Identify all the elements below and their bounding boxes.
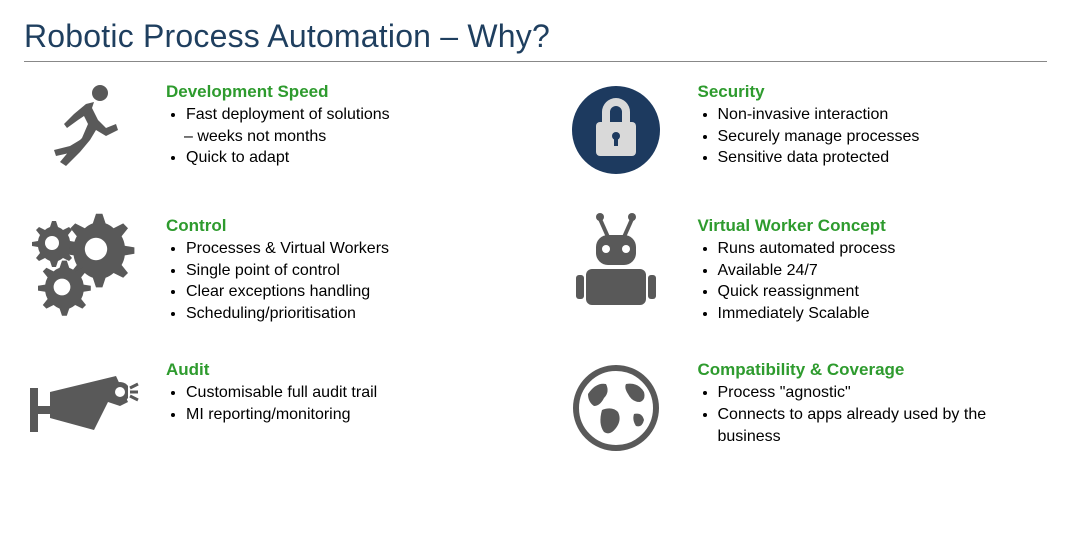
bullet: Sensitive data protected — [718, 147, 920, 169]
globe-icon — [556, 358, 676, 458]
bullets-control: Processes & Virtual Workers Single point… — [166, 238, 389, 324]
bullet: Quick to adapt — [186, 147, 390, 169]
cctv-camera-icon — [24, 358, 144, 458]
bullet: Scheduling/prioritisation — [186, 303, 389, 325]
padlock-icon — [556, 80, 676, 180]
bullet: MI reporting/monitoring — [186, 404, 377, 426]
bullet: Clear exceptions handling — [186, 281, 389, 303]
item-control: Control Processes & Virtual Workers Sing… — [24, 214, 516, 324]
benefits-grid: Development Speed Fast deployment of sol… — [24, 80, 1047, 458]
item-compatibility: Compatibility & Coverage Process "agnost… — [556, 358, 1048, 458]
page-title: Robotic Process Automation – Why? — [24, 18, 1047, 55]
text-development-speed: Development Speed Fast deployment of sol… — [166, 80, 390, 169]
bullet: Quick reassignment — [718, 281, 896, 303]
bullet: Immediately Scalable — [718, 303, 896, 325]
bullet-sub: – weeks not months — [184, 126, 390, 148]
bullet: Non-invasive interaction — [718, 104, 920, 126]
running-person-icon — [24, 80, 144, 180]
bullet: Process "agnostic" — [718, 382, 1048, 404]
bullet: Fast deployment of solutions — [186, 104, 390, 126]
text-security: Security Non-invasive interaction Secure… — [698, 80, 920, 169]
bullets-compatibility: Process "agnostic" Connects to apps alre… — [698, 382, 1048, 447]
bullets-security: Non-invasive interaction Securely manage… — [698, 104, 920, 169]
bullet: Customisable full audit trail — [186, 382, 377, 404]
bullet: Processes & Virtual Workers — [186, 238, 389, 260]
bullet: Runs automated process — [718, 238, 896, 260]
item-security: Security Non-invasive interaction Secure… — [556, 80, 1048, 180]
text-audit: Audit Customisable full audit trail MI r… — [166, 358, 377, 425]
robot-icon — [556, 214, 676, 314]
title-rule — [24, 61, 1047, 62]
heading-virtual-worker: Virtual Worker Concept — [698, 216, 896, 236]
item-virtual-worker: Virtual Worker Concept Runs automated pr… — [556, 214, 1048, 324]
bullets-development-speed: Fast deployment of solutions – weeks not… — [166, 104, 390, 169]
text-compatibility: Compatibility & Coverage Process "agnost… — [698, 358, 1048, 447]
bullet: Single point of control — [186, 260, 389, 282]
item-audit: Audit Customisable full audit trail MI r… — [24, 358, 516, 458]
gears-icon — [24, 214, 144, 314]
heading-development-speed: Development Speed — [166, 82, 390, 102]
heading-audit: Audit — [166, 360, 377, 380]
bullet: Available 24/7 — [718, 260, 896, 282]
heading-control: Control — [166, 216, 389, 236]
item-development-speed: Development Speed Fast deployment of sol… — [24, 80, 516, 180]
text-virtual-worker: Virtual Worker Concept Runs automated pr… — [698, 214, 896, 324]
bullets-audit: Customisable full audit trail MI reporti… — [166, 382, 377, 425]
heading-compatibility: Compatibility & Coverage — [698, 360, 1048, 380]
bullet: Connects to apps already used by the bus… — [718, 404, 1048, 447]
bullet: Securely manage processes — [718, 126, 920, 148]
text-control: Control Processes & Virtual Workers Sing… — [166, 214, 389, 324]
bullets-virtual-worker: Runs automated process Available 24/7 Qu… — [698, 238, 896, 324]
heading-security: Security — [698, 82, 920, 102]
